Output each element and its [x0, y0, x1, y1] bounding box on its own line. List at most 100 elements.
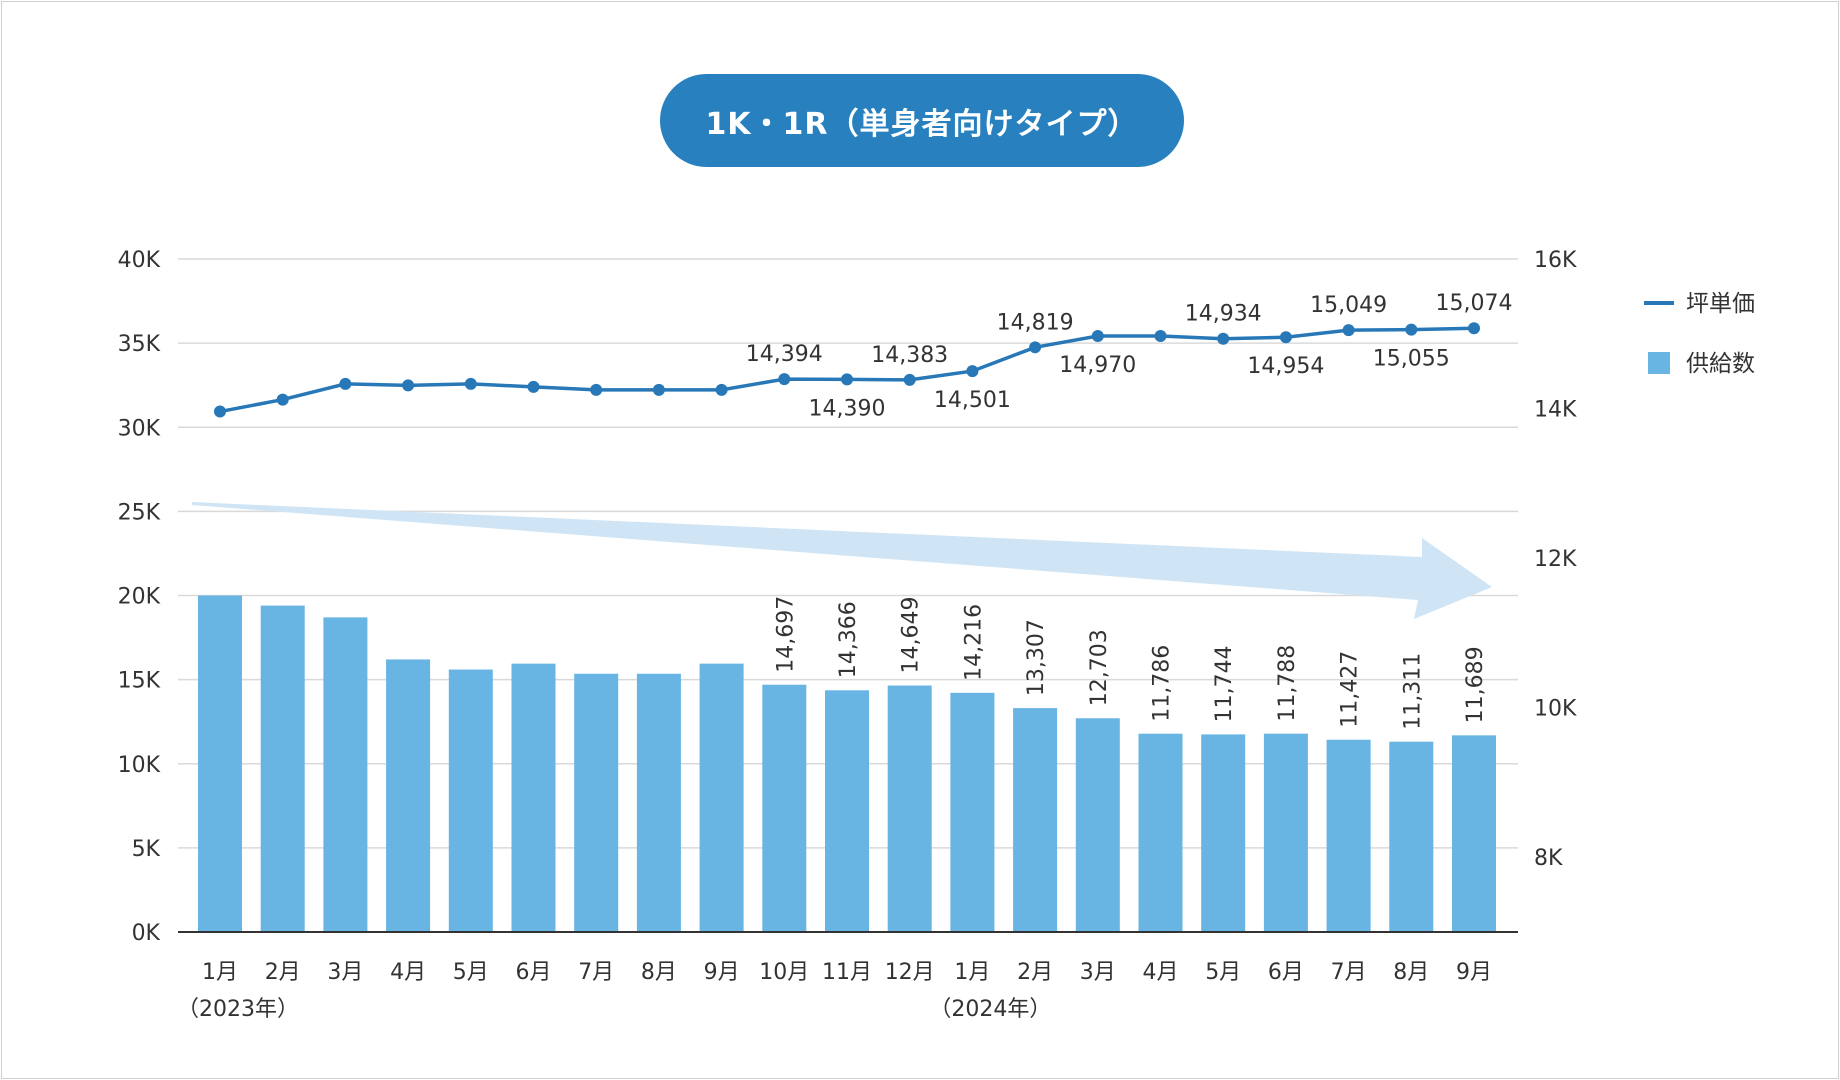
bar [448, 669, 493, 932]
year-label: （2024年） [929, 997, 1051, 1022]
x-tick-label: 1月 [954, 960, 990, 985]
price-point [1342, 324, 1355, 337]
legend-bar-swatch [1648, 352, 1670, 374]
price-value-label: 14,394 [746, 342, 823, 367]
price-value-label: 15,055 [1373, 347, 1450, 372]
bar-value-label: 11,788 [1275, 645, 1300, 722]
x-tick-label: 2月 [1017, 960, 1053, 985]
x-tick-label: 7月 [578, 960, 614, 985]
bar-value-label: 14,216 [961, 604, 986, 681]
x-tick-label: 9月 [704, 960, 740, 985]
x-tick-label: 4月 [1143, 960, 1179, 985]
x-tick-label: 12月 [885, 960, 935, 985]
price-point [464, 377, 477, 390]
x-tick-label: 4月 [390, 960, 426, 985]
right-tick-label: 16K [1534, 248, 1577, 273]
x-tick-label: 8月 [1393, 960, 1429, 985]
x-tick-label: 3月 [1080, 960, 1116, 985]
price-point [214, 405, 226, 418]
x-tick-label: 3月 [327, 960, 363, 985]
x-tick-label: 5月 [1205, 960, 1241, 985]
bar [323, 617, 368, 932]
price-value-label: 14,970 [1059, 353, 1136, 378]
price-point [339, 377, 352, 390]
x-tick-label: 8月 [641, 960, 677, 985]
x-tick-label: 7月 [1331, 960, 1367, 985]
bar [1138, 733, 1183, 932]
bar [950, 692, 995, 932]
left-tick-label: 15K [118, 669, 161, 694]
left-tick-label: 30K [118, 416, 161, 441]
price-point [1405, 323, 1418, 336]
price-point [402, 379, 415, 392]
left-tick-label: 35K [118, 332, 161, 357]
price-point [966, 365, 979, 378]
price-value-label: 14,954 [1247, 354, 1324, 379]
price-value-label: 14,501 [934, 388, 1011, 413]
year-label: （2023年） [177, 997, 299, 1022]
bar [1389, 741, 1434, 932]
legend-label-supply: 供給数 [1686, 351, 1755, 377]
bar [574, 673, 619, 932]
price-value-label: 15,074 [1436, 291, 1513, 316]
left-tick-label: 5K [132, 837, 161, 862]
left-tick-label: 0K [132, 921, 161, 946]
price-point [652, 383, 665, 396]
x-tick-label: 6月 [516, 960, 552, 985]
x-tick-label: 2月 [265, 960, 301, 985]
bar [386, 659, 431, 932]
bar-value-label: 14,697 [773, 596, 798, 673]
price-point [527, 380, 540, 393]
price-value-label: 14,383 [871, 343, 948, 368]
right-tick-label: 8K [1534, 846, 1563, 871]
bar [1201, 734, 1246, 932]
bar [1326, 739, 1371, 932]
bar [260, 605, 305, 932]
x-tick-label: 5月 [453, 960, 489, 985]
price-point [1029, 341, 1042, 354]
bar-value-label: 11,427 [1338, 651, 1363, 728]
bar [1075, 718, 1120, 932]
bar [1452, 735, 1496, 932]
price-value-label: 14,819 [997, 310, 1074, 335]
price-value-label: 15,049 [1310, 293, 1387, 318]
right-tick-label: 10K [1534, 697, 1577, 722]
bar [1263, 733, 1308, 932]
bar-value-label: 11,786 [1150, 645, 1175, 722]
price-point [1468, 322, 1480, 335]
price-point [715, 383, 728, 396]
bar-value-label: 11,744 [1212, 645, 1237, 722]
price-point [1217, 332, 1230, 345]
bar-value-label: 14,649 [899, 597, 924, 674]
x-tick-label: 1月 [202, 960, 238, 985]
x-tick-label: 6月 [1268, 960, 1304, 985]
bar-value-label: 11,689 [1463, 646, 1488, 723]
bar [1013, 708, 1058, 932]
left-tick-label: 20K [118, 585, 161, 610]
bar-value-label: 13,307 [1024, 619, 1049, 696]
bar [825, 690, 869, 932]
bar [198, 595, 242, 932]
left-tick-label: 40K [118, 248, 161, 273]
chart-title: 1K・1R（単身者向けタイプ） [660, 74, 1184, 167]
bar-value-label: 12,703 [1087, 629, 1112, 706]
bar [762, 684, 807, 932]
trend-arrow [192, 502, 1492, 619]
bar-value-label: 11,311 [1400, 653, 1425, 730]
price-point [778, 373, 791, 386]
price-point [1154, 330, 1167, 343]
left-tick-label: 25K [118, 500, 161, 525]
x-tick-label: 11月 [822, 960, 872, 985]
bar-value-label: 14,366 [836, 601, 861, 678]
x-tick-label: 9月 [1456, 960, 1492, 985]
price-point [276, 393, 289, 406]
x-tick-label: 10月 [759, 960, 809, 985]
left-tick-label: 10K [118, 753, 161, 778]
bar [699, 663, 744, 932]
right-tick-label: 14K [1534, 398, 1577, 423]
legend-label-price: 坪単価 [1686, 291, 1755, 317]
price-point [590, 383, 603, 396]
bar [636, 673, 681, 932]
bar [887, 685, 932, 932]
